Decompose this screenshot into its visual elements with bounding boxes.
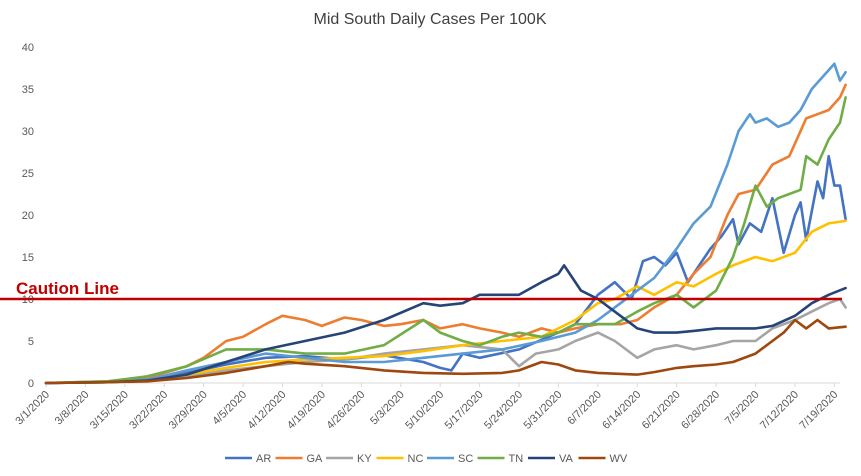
y-tick-label: 30 (22, 126, 34, 138)
series-line-sc (44, 62, 847, 385)
y-tick-label: 25 (22, 168, 34, 180)
y-tick-label: 20 (22, 210, 34, 222)
x-tick-label: 3/1/2020 (13, 389, 52, 428)
y-tick-label: 35 (22, 84, 34, 96)
series-lines (44, 62, 847, 385)
chart-title: Mid South Daily Cases Per 100K (314, 11, 547, 28)
legend-item-tn: TN (477, 453, 524, 465)
x-tick-label: 4/5/2020 (210, 389, 249, 428)
legend-item-va: VA (528, 453, 574, 465)
x-tick-label: 5/17/2020 (443, 389, 486, 432)
series-line-tn (44, 96, 847, 385)
x-tick-label: 7/5/2020 (723, 389, 762, 428)
x-tick-label: 3/15/2020 (88, 389, 131, 432)
legend-label: VA (559, 453, 574, 465)
legend-item-nc: NC (376, 453, 424, 465)
x-tick-label: 5/10/2020 (403, 389, 446, 432)
x-tick-label: 3/22/2020 (127, 389, 170, 432)
series-line-nc (44, 219, 847, 385)
legend-label: GA (307, 453, 324, 465)
legend-item-sc: SC (427, 453, 473, 465)
legend-label: WV (610, 453, 628, 465)
x-tick-label: 6/28/2020 (679, 389, 722, 432)
x-tick-label: 7/19/2020 (797, 389, 840, 432)
y-tick-label: 15 (22, 252, 34, 264)
x-tick-label: 7/12/2020 (758, 389, 801, 432)
y-axis: 0510152025303540 (22, 42, 34, 390)
series-line-ga (44, 83, 847, 385)
x-tick-label: 6/14/2020 (600, 389, 643, 432)
x-tick-label: 5/24/2020 (482, 389, 525, 432)
legend-item-ga: GA (275, 453, 324, 465)
x-tick-label: 5/3/2020 (368, 389, 407, 428)
legend-item-ky: KY (326, 453, 372, 465)
x-tick-label: 6/21/2020 (640, 389, 683, 432)
caution-reference: Caution Line (0, 279, 842, 301)
y-tick-label: 5 (28, 336, 34, 348)
x-tick-label: 4/26/2020 (324, 389, 367, 432)
x-tick-label: 4/12/2020 (246, 389, 289, 432)
legend-item-ar: AR (225, 453, 271, 465)
x-axis: 3/1/2020 3/8/20203/15/20203/22/20203/29/2… (13, 382, 840, 432)
legend-label: NC (408, 453, 424, 465)
x-tick-label: 5/31/2020 (521, 389, 564, 432)
x-tick-label: 3/8/2020 (53, 389, 92, 428)
series-line-va (44, 264, 847, 385)
legend: AR GA KY NC SC TN VA WV (225, 453, 628, 465)
legend-label: SC (458, 453, 473, 465)
series-line-wv (44, 318, 847, 385)
caution-line-label: Caution Line (16, 279, 119, 298)
x-tick-label: 3/29/2020 (167, 389, 210, 432)
legend-item-wv: WV (578, 453, 628, 465)
x-tick-label: 6/7/2020 (565, 389, 604, 428)
legend-label: TN (509, 453, 524, 465)
y-tick-label: 0 (28, 378, 34, 390)
y-tick-label: 40 (22, 42, 34, 54)
legend-label: KY (357, 453, 372, 465)
legend-label: AR (256, 453, 271, 465)
x-tick-label: 4/19/2020 (285, 389, 328, 432)
